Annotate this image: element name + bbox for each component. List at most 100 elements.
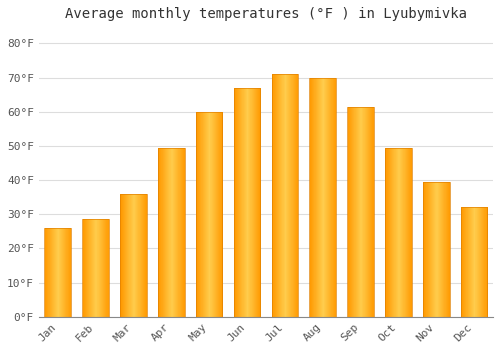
Bar xyxy=(166,148,167,317)
Bar xyxy=(70,228,71,317)
Bar xyxy=(93,219,94,317)
Bar xyxy=(202,112,203,317)
Bar xyxy=(436,182,437,317)
Bar xyxy=(399,148,400,317)
Bar xyxy=(210,112,211,317)
Bar xyxy=(235,88,236,317)
Bar xyxy=(439,182,440,317)
Bar xyxy=(140,194,141,317)
Bar xyxy=(207,112,208,317)
Bar xyxy=(59,228,60,317)
Bar xyxy=(388,148,389,317)
Bar xyxy=(178,148,179,317)
Bar xyxy=(135,194,136,317)
Bar xyxy=(434,182,435,317)
Bar xyxy=(197,112,198,317)
Bar xyxy=(216,112,217,317)
Bar xyxy=(470,208,471,317)
Bar xyxy=(288,74,289,317)
Bar xyxy=(241,88,242,317)
Bar xyxy=(272,74,273,317)
Bar xyxy=(256,88,257,317)
Bar xyxy=(213,112,214,317)
Bar xyxy=(294,74,295,317)
Bar xyxy=(246,88,248,317)
Bar xyxy=(284,74,285,317)
Bar xyxy=(310,78,336,317)
Bar xyxy=(108,219,109,317)
Bar xyxy=(94,219,95,317)
Bar xyxy=(184,148,185,317)
Bar xyxy=(176,148,177,317)
Bar xyxy=(101,219,102,317)
Bar xyxy=(361,107,362,317)
Bar xyxy=(44,228,46,317)
Bar xyxy=(130,194,131,317)
Bar xyxy=(354,107,355,317)
Bar xyxy=(469,208,470,317)
Bar xyxy=(406,148,407,317)
Bar xyxy=(327,78,328,317)
Bar xyxy=(218,112,219,317)
Bar xyxy=(428,182,429,317)
Bar xyxy=(181,148,182,317)
Bar xyxy=(82,219,83,317)
Bar xyxy=(173,148,174,317)
Bar xyxy=(125,194,126,317)
Bar xyxy=(282,74,283,317)
Bar xyxy=(273,74,274,317)
Bar xyxy=(461,208,487,317)
Bar xyxy=(251,88,252,317)
Bar xyxy=(334,78,335,317)
Bar xyxy=(98,219,99,317)
Bar xyxy=(357,107,358,317)
Bar xyxy=(295,74,296,317)
Bar xyxy=(332,78,333,317)
Bar xyxy=(88,219,89,317)
Bar xyxy=(363,107,364,317)
Bar xyxy=(482,208,483,317)
Bar xyxy=(47,228,48,317)
Bar xyxy=(360,107,361,317)
Bar xyxy=(139,194,140,317)
Bar xyxy=(369,107,370,317)
Bar xyxy=(120,194,121,317)
Bar xyxy=(201,112,202,317)
Bar xyxy=(438,182,439,317)
Bar xyxy=(146,194,147,317)
Bar xyxy=(83,219,84,317)
Bar xyxy=(255,88,256,317)
Bar xyxy=(61,228,62,317)
Bar xyxy=(54,228,55,317)
Bar xyxy=(133,194,134,317)
Bar xyxy=(82,219,109,317)
Bar xyxy=(429,182,430,317)
Bar xyxy=(464,208,465,317)
Bar xyxy=(431,182,432,317)
Bar xyxy=(274,74,275,317)
Bar xyxy=(330,78,331,317)
Bar xyxy=(484,208,485,317)
Bar xyxy=(56,228,57,317)
Bar xyxy=(366,107,367,317)
Bar xyxy=(174,148,176,317)
Bar xyxy=(49,228,50,317)
Bar xyxy=(407,148,408,317)
Bar xyxy=(441,182,442,317)
Bar xyxy=(440,182,441,317)
Bar xyxy=(198,112,199,317)
Bar xyxy=(46,228,47,317)
Bar xyxy=(221,112,222,317)
Bar xyxy=(120,194,146,317)
Bar xyxy=(432,182,433,317)
Bar xyxy=(385,148,411,317)
Bar xyxy=(205,112,206,317)
Bar xyxy=(90,219,91,317)
Bar xyxy=(180,148,181,317)
Bar xyxy=(423,182,450,317)
Bar xyxy=(476,208,477,317)
Bar xyxy=(424,182,425,317)
Bar xyxy=(199,112,200,317)
Bar xyxy=(370,107,371,317)
Bar xyxy=(252,88,253,317)
